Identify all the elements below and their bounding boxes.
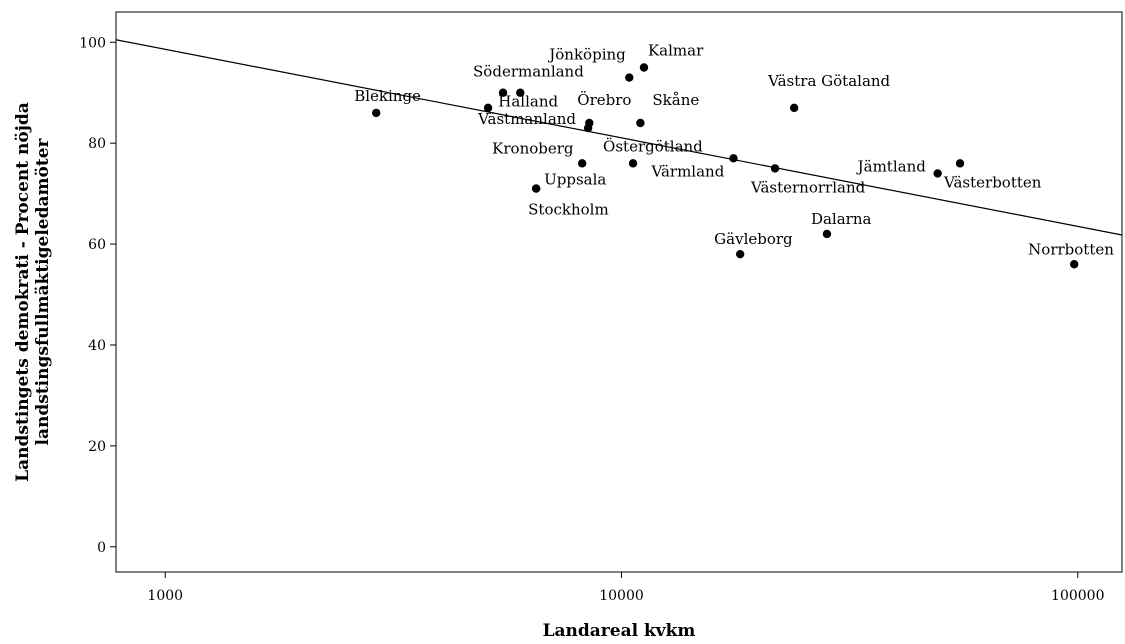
y-tick-label: 80: [88, 136, 106, 152]
y-tick-label: 0: [97, 540, 106, 556]
y-axis-title-line-2: landstingsfullmäktigeledamöter: [33, 137, 53, 445]
point-label: Västra Götaland: [767, 72, 890, 90]
data-point: [583, 123, 593, 133]
point-label: Blekinge: [354, 87, 421, 105]
y-axis: 0 20 40 60 80 100: [79, 35, 116, 556]
data-point: [483, 103, 493, 113]
data-points: [372, 63, 1079, 269]
point-label: Örebro: [577, 91, 631, 109]
point-label: Östergötland: [603, 137, 703, 155]
point-label: Västernorrland: [750, 178, 866, 196]
data-point: [498, 88, 508, 97]
point-label: Norrbotten: [1028, 240, 1114, 258]
data-point: [955, 159, 965, 168]
x-axis: 1000 10000 100000: [147, 572, 1105, 604]
data-point: [770, 164, 780, 173]
x-tick-label: 1000: [147, 588, 183, 604]
point-label: Värmland: [651, 162, 725, 180]
data-point: [531, 184, 541, 193]
point-label: Västerbotten: [943, 173, 1042, 191]
data-point: [625, 73, 634, 82]
data-point: [372, 108, 381, 118]
point-label: Jämtland: [856, 157, 927, 175]
data-point: [789, 103, 799, 113]
point-label: Gävleborg: [714, 230, 793, 248]
y-axis-title-line-1: Landstingets demokrati - Procent nöjda: [13, 102, 33, 482]
x-tick-label: 10000: [599, 588, 644, 604]
point-labels: Blekinge Västmanland Södermanland Halland Jö…: [354, 41, 1114, 258]
data-point: [933, 169, 942, 178]
y-tick-label: 60: [88, 237, 106, 253]
x-axis-title: Landareal kvkm: [543, 621, 696, 641]
point-label: Skåne: [652, 91, 699, 109]
point-label: Dalarna: [811, 210, 872, 228]
point-label: Södermanland: [473, 63, 584, 81]
point-label: Stockholm: [528, 201, 609, 219]
data-point: [735, 249, 745, 259]
y-tick-label: 40: [88, 338, 106, 354]
data-point: [1069, 260, 1079, 269]
point-label: Halland: [498, 93, 558, 111]
point-label: Jönköping: [547, 46, 626, 64]
data-point: [636, 118, 645, 128]
point-label: Kalmar: [648, 41, 704, 59]
y-tick-label: 20: [88, 439, 106, 455]
x-tick-label: 100000: [1051, 588, 1104, 604]
data-point: [628, 159, 638, 168]
plot-frame: [115, 11, 1123, 573]
data-point: [516, 88, 525, 97]
data-point: [729, 154, 738, 163]
y-tick-label: 100: [79, 35, 106, 51]
fit-line: [115, 39, 1123, 236]
data-point: [639, 63, 649, 72]
point-label: Uppsala: [544, 171, 606, 189]
point-label: Västmanland: [477, 110, 576, 128]
point-label: Kronoberg: [492, 139, 574, 157]
data-point: [577, 159, 587, 168]
data-point: [822, 229, 832, 239]
